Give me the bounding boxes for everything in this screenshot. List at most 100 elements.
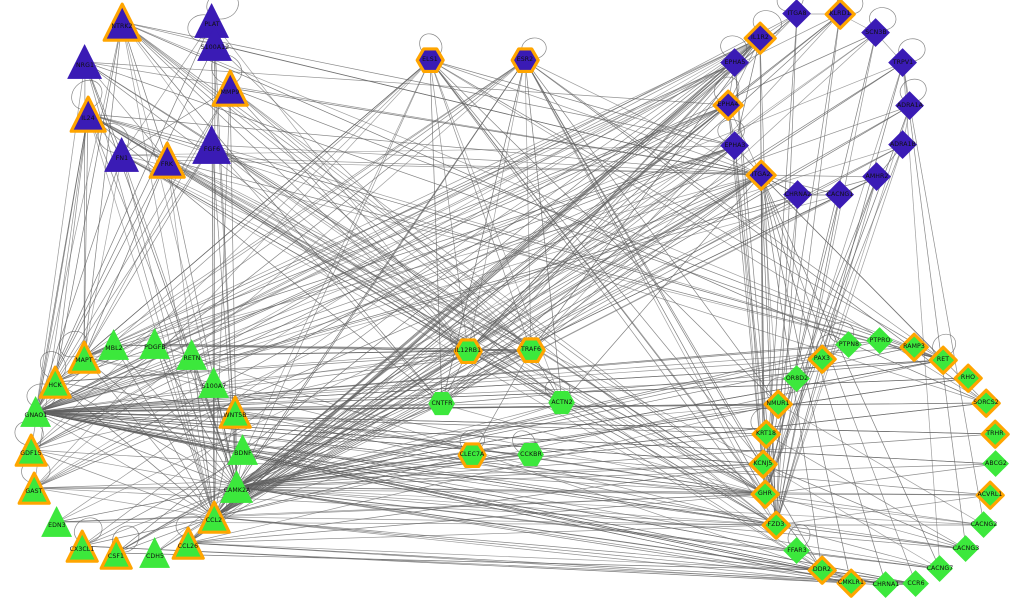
node-sorcs2[interactable]: SORCS2 <box>970 387 1002 419</box>
node-adra1b[interactable]: ADRA1B <box>888 130 918 160</box>
node-chrna1[interactable]: CHRNA1 <box>872 571 900 599</box>
node-abcg2[interactable]: ABCG2 <box>982 450 1010 478</box>
edge <box>213 104 729 518</box>
node-amhr2[interactable]: AMHR2 <box>862 162 892 192</box>
node-fgf6[interactable]: FGF6 <box>192 125 232 165</box>
node-adra1a[interactable]: ADRA1A <box>895 91 925 121</box>
node-ptpro[interactable]: PTPRO <box>866 327 894 355</box>
node-fzd3[interactable]: FZD3 <box>760 509 792 541</box>
node-ptpn8[interactable]: PTPN8 <box>835 331 863 359</box>
node-kcnj5[interactable]: KCNJ5 <box>747 448 779 480</box>
edge <box>35 411 852 584</box>
edge <box>727 104 762 176</box>
edge <box>35 145 736 413</box>
node-wnt5b[interactable]: WNT5B <box>217 394 253 430</box>
node-chrna2[interactable]: CHRNA2 <box>783 180 813 210</box>
node-ddr2[interactable]: DDR2 <box>806 554 838 586</box>
diamond-shape <box>982 450 1010 478</box>
node-pax3[interactable]: PAX3 <box>806 343 838 375</box>
node-cmklr1[interactable]: CMKLR1 <box>835 567 867 599</box>
node-itga2[interactable]: ITGA2 <box>744 158 778 192</box>
node-clec7a[interactable]: CLEC7A <box>456 439 488 471</box>
edge <box>84 61 766 495</box>
node-bdnf[interactable]: BDNF <box>227 434 259 466</box>
edge <box>236 105 911 488</box>
node-klrd1[interactable]: KLRD1 <box>823 0 857 31</box>
edge <box>54 59 526 383</box>
edge <box>213 516 852 584</box>
node-els1[interactable]: ELS1 <box>414 44 446 76</box>
edge <box>429 59 779 405</box>
triangle-shape <box>20 396 52 428</box>
node-cntfr[interactable]: CNTFR <box>428 390 456 417</box>
edge <box>81 545 917 585</box>
node-s100a12[interactable]: S100A12 <box>197 26 233 62</box>
node-retn[interactable]: RETN <box>176 339 208 371</box>
triangle-shape <box>41 506 73 538</box>
node-csf1[interactable]: CSF1 <box>98 535 134 571</box>
edge <box>441 174 762 405</box>
node-epha3[interactable]: EPHA3 <box>720 131 750 161</box>
node-pdgfb[interactable]: PDGFB <box>139 328 171 360</box>
edge <box>83 59 526 358</box>
node-acvrl1[interactable]: ACVRL1 <box>974 479 1006 511</box>
node-cacng7[interactable]: CACNG7 <box>926 555 954 583</box>
triangle-shape <box>197 26 233 62</box>
self-loop-edge <box>206 0 239 20</box>
diamond-shape <box>872 571 900 599</box>
node-esr2[interactable]: ESR2 <box>509 44 541 76</box>
node-gnao1[interactable]: GNAO1 <box>20 396 52 428</box>
node-frk[interactable]: FRK <box>147 140 187 180</box>
node-nrg1[interactable]: NRG1 <box>67 44 103 80</box>
node-itga8[interactable]: ITGA8 <box>782 0 812 29</box>
node-trpv1[interactable]: TRPV1 <box>888 48 918 78</box>
triangle-shape <box>67 44 103 80</box>
node-ghr[interactable]: GHR <box>749 478 781 510</box>
diamond-shape <box>783 180 813 210</box>
edge <box>762 463 967 550</box>
node-nmur1[interactable]: NMUR1 <box>762 388 794 420</box>
node-epha4[interactable]: EPHA4 <box>711 88 745 122</box>
edge <box>561 174 762 404</box>
node-trhr[interactable]: TRHR <box>979 418 1011 450</box>
node-fn1[interactable]: FN1 <box>104 137 140 173</box>
node-il12rb1[interactable]: IL12RB1 <box>452 335 484 367</box>
node-cacng3[interactable]: CACNG3 <box>952 535 980 563</box>
edge <box>81 545 852 584</box>
node-il24[interactable]: IL24 <box>68 94 108 134</box>
node-mmp9[interactable]: MMP9 <box>210 68 250 108</box>
node-epha5[interactable]: EPHA5 <box>720 48 750 78</box>
edge <box>236 62 736 488</box>
node-ntrk2[interactable]: NTRK2 <box>101 1 143 43</box>
node-cacng1[interactable]: CACNG1 <box>825 180 855 210</box>
node-gast[interactable]: GAST <box>16 470 52 506</box>
edge <box>213 411 236 518</box>
node-hck[interactable]: HCK <box>37 364 73 400</box>
edge <box>734 37 761 147</box>
node-krt18[interactable]: KRT18 <box>750 418 782 450</box>
edge <box>121 154 766 495</box>
node-ccr6[interactable]: CCR6 <box>902 570 930 598</box>
node-cdh5[interactable]: CDH5 <box>139 537 171 569</box>
edge <box>33 487 215 518</box>
edge <box>441 145 736 405</box>
triangle-shape <box>227 434 259 466</box>
edge <box>213 62 904 518</box>
triangle-shape <box>69 95 107 133</box>
edge <box>213 59 431 518</box>
node-gdf15[interactable]: GDF15 <box>13 432 49 468</box>
edge <box>54 381 215 518</box>
edge <box>229 87 762 176</box>
node-cx3cl1[interactable]: CX3CL1 <box>64 528 100 564</box>
triangle-shape <box>14 433 48 467</box>
node-ccl26[interactable]: CCL26 <box>170 525 206 561</box>
node-ramp3[interactable]: RAMP3 <box>898 331 930 363</box>
node-actn2[interactable]: ACTN2 <box>548 389 576 416</box>
node-cckbr[interactable]: CCKBR <box>517 441 545 468</box>
diamond-shape <box>745 159 777 191</box>
node-traf6[interactable]: TRAF6 <box>515 334 547 366</box>
node-mbl2[interactable]: MBL2 <box>98 329 130 361</box>
edge <box>796 550 941 570</box>
node-scn3b[interactable]: SCN3B <box>861 18 891 48</box>
